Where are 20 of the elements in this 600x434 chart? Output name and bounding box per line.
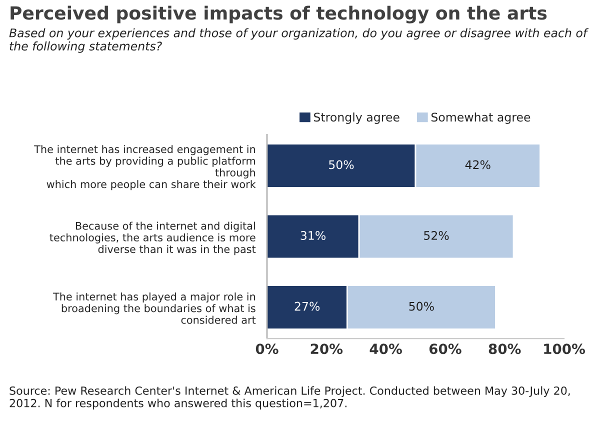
chart-subtitle: Based on your experiences and those of your organization, do you agree or disagree with each of the following statements? xyxy=(9,28,589,53)
x-tick-label: 80% xyxy=(488,344,521,354)
legend-label: Strongly agree xyxy=(314,112,400,124)
data-label: 52% xyxy=(424,231,449,240)
data-label: 50% xyxy=(409,302,434,311)
data-label: 50% xyxy=(329,160,354,170)
chart-title: Perceived positive impacts of technology on the arts xyxy=(10,6,547,24)
x-tick-label: 0% xyxy=(256,344,278,354)
y-tick-label: The internet has played a major role in broadening the boundaries of what is considered art xyxy=(52,292,256,324)
source-note: Source: Pew Research Center's Internet & American Life Project. Conducted between May 30-July 20, 2012. N for respondents who answered this question=1,207. xyxy=(10,386,570,410)
legend-label: Somewhat agree xyxy=(431,112,530,124)
y-tick-label: Because of the internet and digital technologies, the arts audience is more diverse than it was in the past xyxy=(50,222,256,256)
data-label: 27% xyxy=(294,302,320,311)
x-tick-label: 100% xyxy=(544,344,586,354)
data-label: 42% xyxy=(465,160,490,170)
data-label: 31% xyxy=(300,231,326,240)
y-tick-label: The internet has increased engagement in the arts by providing a public platform through which more people can share their work xyxy=(34,145,256,190)
x-tick-label: 40% xyxy=(370,344,402,354)
x-tick-label: 60% xyxy=(429,344,462,354)
x-tick-label: 20% xyxy=(310,344,343,354)
